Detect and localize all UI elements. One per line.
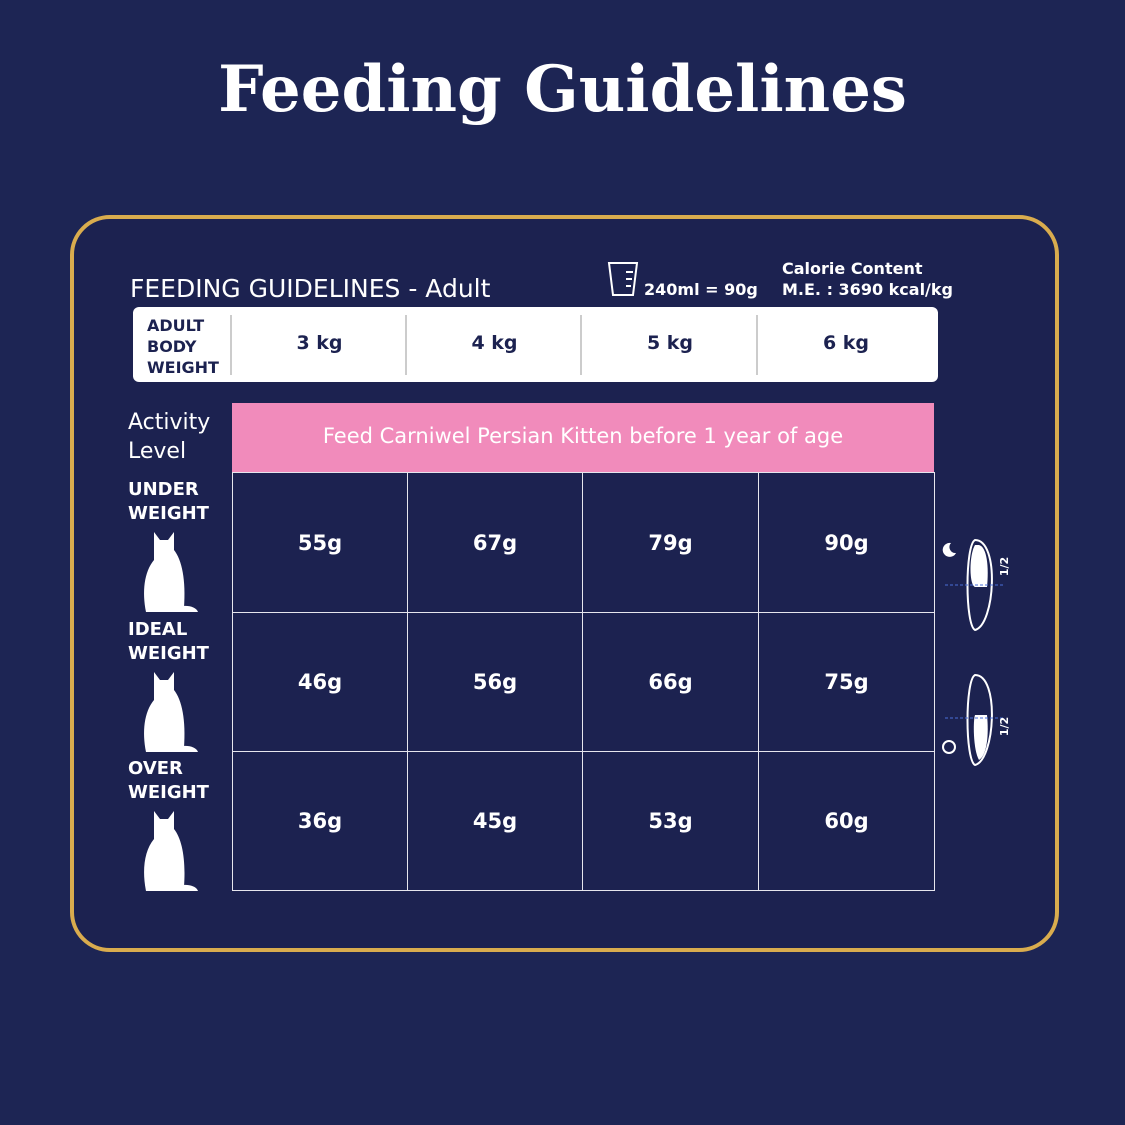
- cell: 67g: [407, 472, 583, 613]
- panel-heading: FEEDING GUIDELINES - Adult: [130, 274, 491, 303]
- calorie-value: M.E. : 3690 kcal/kg: [782, 280, 953, 299]
- cup-icon: [607, 262, 639, 296]
- cell: 75g: [758, 612, 935, 752]
- weight-value: 6 kg: [822, 332, 870, 354]
- weight-label-line: WEIGHT: [147, 358, 219, 377]
- weight-value: 5 kg: [646, 332, 694, 354]
- cat-icon: [144, 532, 198, 612]
- bowl-label: 1/2: [998, 556, 1012, 577]
- cat-icon: [144, 672, 198, 752]
- bowl-label: 1/2: [998, 716, 1012, 737]
- separator: [230, 315, 232, 375]
- weight-bar: ADULT BODY WEIGHT 3 kg 4 kg 5 kg 6 kg: [133, 307, 938, 382]
- cell: 53g: [582, 751, 759, 891]
- separator: [580, 315, 582, 375]
- row-label-line: WEIGHT: [128, 643, 209, 664]
- bowl-icons: [942, 538, 1005, 767]
- weight-label-line: ADULT: [147, 316, 205, 335]
- weight-label: ADULT BODY WEIGHT: [147, 315, 219, 378]
- separator: [405, 315, 407, 375]
- title: Feeding Guidelines: [218, 52, 907, 127]
- row-label: UNDER WEIGHT: [128, 478, 209, 526]
- row-label: OVER WEIGHT: [128, 757, 209, 805]
- row-label-line: IDEAL: [128, 619, 188, 640]
- activity-line: Level: [128, 439, 187, 464]
- activity-label: Activity Level: [128, 408, 210, 466]
- cell: 46g: [232, 612, 408, 752]
- cell: 36g: [232, 751, 408, 891]
- cell: 56g: [407, 612, 583, 752]
- measure: 240ml = 90g: [644, 280, 758, 299]
- separator: [756, 315, 758, 375]
- row-label-line: WEIGHT: [128, 503, 209, 524]
- cell: 55g: [232, 472, 408, 613]
- cell: 45g: [407, 751, 583, 891]
- row-label-line: UNDER: [128, 479, 199, 500]
- banner: Feed Carniwel Persian Kitten before 1 ye…: [232, 403, 934, 472]
- cell: 60g: [758, 751, 935, 891]
- cell: 79g: [582, 472, 759, 613]
- calorie-label: Calorie Content: [782, 259, 923, 278]
- calorie: Calorie Content M.E. : 3690 kcal/kg: [782, 258, 953, 300]
- row-label-line: WEIGHT: [128, 782, 209, 803]
- weight-label-line: BODY: [147, 337, 197, 356]
- activity-line: Activity: [128, 410, 211, 435]
- cat-icon: [144, 811, 198, 891]
- row-label: IDEAL WEIGHT: [128, 618, 209, 666]
- row-label-line: OVER: [128, 758, 183, 779]
- cell: 90g: [758, 472, 935, 613]
- weight-value: 4 kg: [471, 332, 518, 354]
- cell: 66g: [582, 612, 759, 752]
- weight-value: 3 kg: [296, 332, 343, 354]
